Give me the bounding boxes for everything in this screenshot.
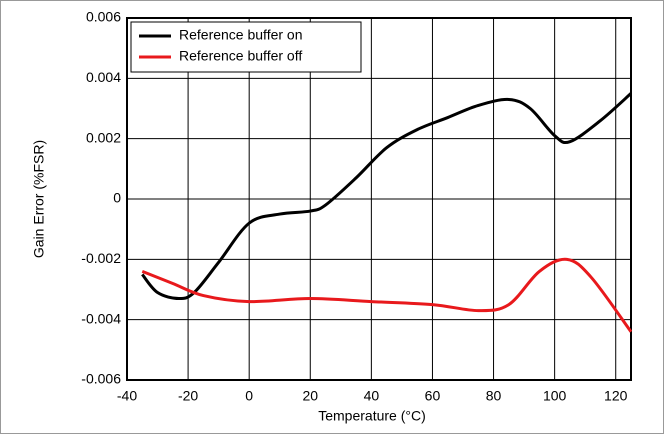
legend-label: Reference buffer off: [179, 48, 302, 64]
x-axis-label: Temperature (°C): [318, 408, 426, 424]
x-tick-label: 60: [425, 388, 441, 404]
x-tick-label: 120: [604, 388, 628, 404]
y-tick-label: 0: [113, 190, 121, 206]
legend-label: Reference buffer on: [179, 27, 303, 43]
x-tick-label: 0: [245, 388, 253, 404]
line: [141, 257, 633, 333]
y-tick-label: 0.004: [86, 69, 121, 85]
x-tick-label: 80: [486, 388, 502, 404]
y-tick-label: -0.006: [81, 371, 121, 387]
y-tick-label: 0.006: [86, 9, 121, 25]
x-tick-label: -40: [117, 388, 137, 404]
x-tick-label: 100: [543, 388, 567, 404]
y-tick-label: -0.002: [81, 250, 121, 266]
legend-box: [130, 21, 362, 73]
y-tick-label: 0.002: [86, 129, 121, 145]
x-tick-label: -20: [178, 388, 198, 404]
x-tick-label: 40: [364, 388, 380, 404]
plot-border: [126, 17, 632, 381]
x-tick-label: 20: [302, 388, 318, 404]
y-axis-label: Gain Error (%FSR): [31, 140, 47, 258]
line: [141, 92, 632, 301]
y-tick-label: -0.004: [81, 310, 121, 326]
